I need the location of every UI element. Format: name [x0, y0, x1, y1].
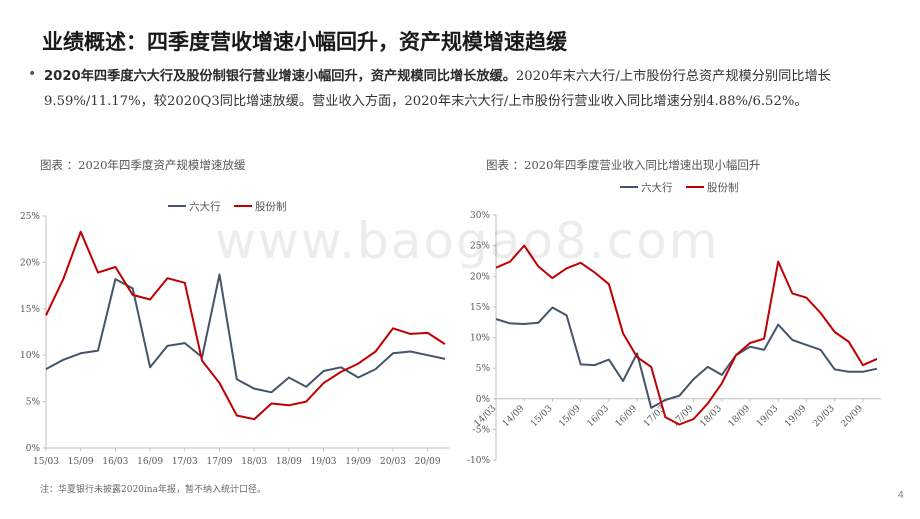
x-tick-label: 19/09: [345, 457, 371, 467]
page-title: 业绩概述：四季度营收增速小幅回升，资产规模增速趋缓: [42, 30, 567, 54]
x-tick-label: 15/09: [557, 404, 583, 430]
x-tick-label: 18/09: [276, 457, 302, 467]
legend-label: 六大行: [641, 181, 673, 194]
y-tick-label: 10%: [470, 334, 490, 344]
x-tick-label: 19/03: [755, 404, 781, 430]
x-tick-label: 16/03: [102, 457, 128, 467]
y-tick-label: -5%: [473, 425, 491, 435]
y-tick-label: 10%: [20, 351, 40, 361]
x-tick-label: 19/03: [311, 457, 337, 467]
x-tick-label: 15/03: [529, 404, 555, 430]
x-tick-label: 18/09: [727, 404, 753, 430]
y-tick-label: 15%: [20, 305, 40, 315]
y-tick-label: 5%: [476, 364, 491, 374]
x-tick-label: 17/09: [207, 457, 233, 467]
series-line-big6: [45, 273, 446, 394]
y-tick-label: 30%: [470, 211, 490, 221]
y-tick-label: 5%: [26, 398, 41, 408]
x-tick-label: 19/09: [783, 404, 809, 430]
x-tick-label: 17/03: [172, 457, 198, 467]
revenue-growth-chart: -10%-5%0%5%10%15%20%25%30%14/03 14/09 15/0…: [467, 181, 881, 466]
summary-bold: 2020年四季度六大行及股份制银行营业增速小幅回升，资产规模同比增长放缓。: [44, 69, 516, 84]
x-tick-label: 17/03: [642, 404, 668, 430]
asset-growth-chart: 0% 5% 10% 15% 20% 25% 15/03 15/09 16/03 16/09 17/0…: [20, 200, 449, 467]
chart2-caption: 图表 ：2020年四季度营业收入同比增速出现小幅回升: [486, 158, 761, 172]
x-tick-label: 15/09: [68, 457, 94, 467]
x-tick-label: 20/09: [840, 404, 866, 430]
legend-label: 股份制: [707, 181, 739, 194]
x-tick-label: 15/03: [33, 457, 59, 467]
summary-text: 2020年末六大行/上市股份行总资产规模分别同比增长9.59%/11.17%，较…: [44, 69, 831, 109]
x-tick-label: 17/09: [670, 404, 696, 430]
footnote: 注：华夏银行未披露2020ina年报，暂不纳入统计口径。: [40, 485, 266, 495]
x-tick-label: 14/09: [501, 404, 527, 430]
x-tick-label: 16/09: [137, 457, 163, 467]
y-tick-label: 15%: [470, 303, 490, 313]
series-line-big6: [495, 306, 878, 409]
y-tick-label: 25%: [470, 242, 490, 252]
y-tick-label: -10%: [467, 456, 490, 466]
bullet-icon: •: [28, 66, 37, 82]
x-tick-label: 18/03: [241, 457, 267, 467]
x-tick-label: 16/09: [614, 404, 640, 430]
x-tick-label: 20/09: [415, 457, 441, 467]
legend-label: 股份制: [255, 200, 287, 213]
series-line-joint: [45, 230, 446, 421]
y-tick-label: 20%: [470, 272, 490, 282]
x-tick-label: 20/03: [811, 404, 837, 430]
y-tick-label: 0%: [476, 395, 491, 405]
y-tick-label: 25%: [20, 212, 40, 222]
x-tick-label: 16/03: [586, 404, 612, 430]
series-line-joint: [495, 244, 878, 426]
x-tick-label: 20/03: [380, 457, 406, 467]
summary-paragraph: 2020年四季度六大行及股份制银行营业增速小幅回升，资产规模同比增长放缓。202…: [44, 64, 910, 114]
legend-label: 六大行: [189, 200, 221, 213]
page-number: 4: [897, 490, 904, 501]
y-tick-label: 20%: [20, 258, 40, 268]
chart1-caption: 图表 ：2020年四季度资产规模增速放缓: [40, 158, 246, 172]
y-tick-label: 0%: [26, 444, 41, 454]
x-tick-label: 18/03: [698, 404, 724, 430]
watermark: www.baogao8.com: [215, 212, 720, 270]
